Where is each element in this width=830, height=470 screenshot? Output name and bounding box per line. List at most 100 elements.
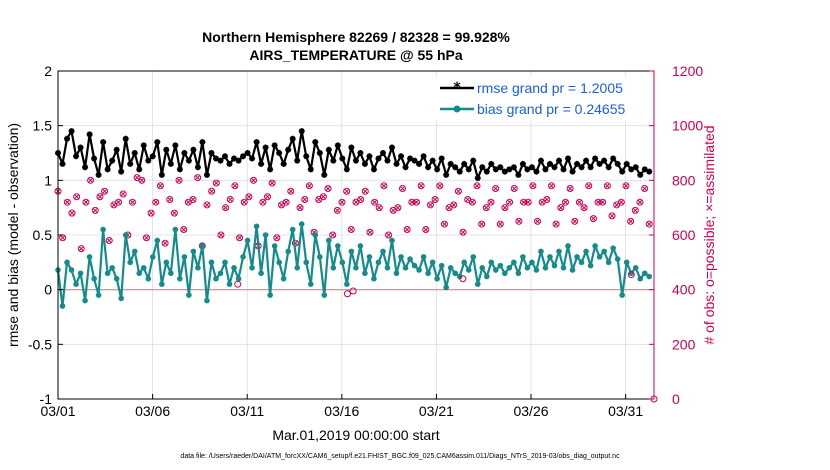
rmse-point — [316, 150, 323, 156]
obs-assimilated-marker — [423, 226, 429, 233]
obs-possible-marker — [268, 179, 276, 187]
obs-possible-marker — [138, 176, 146, 184]
rmse-point — [425, 164, 432, 171]
y-tick-label: -1 — [40, 391, 53, 407]
obs-assimilated-marker — [558, 205, 564, 211]
rmse-point — [181, 150, 188, 156]
rmse-point — [100, 139, 107, 146]
axis-ticks: 03/01 03/06 03/11 03/16 03/21 03/26 03/31 -1 -0.… — [28, 63, 703, 419]
rmse-point — [154, 139, 161, 146]
obs-possible-marker — [287, 187, 295, 195]
bias-point — [262, 232, 269, 238]
rmse-point — [628, 166, 635, 173]
rmse-point — [145, 157, 152, 164]
bias-point — [348, 248, 355, 255]
bias-point — [520, 254, 526, 260]
rmse-point — [592, 155, 599, 162]
rmse-point — [465, 166, 472, 173]
rmse-point — [307, 166, 314, 173]
obs-possible-marker — [566, 185, 574, 193]
bias-point — [398, 254, 404, 260]
bias-point — [429, 259, 436, 266]
bias-point — [226, 281, 233, 288]
obs-assimilated-marker — [437, 183, 443, 189]
bias-point — [465, 267, 472, 273]
rmse-point — [420, 153, 427, 160]
obs-possible-marker — [394, 204, 402, 212]
obs-possible-marker — [385, 231, 393, 239]
obs-assimilated-marker — [395, 205, 401, 211]
bias-point — [186, 292, 192, 298]
obs-possible-marker — [189, 195, 197, 203]
rmse-point — [474, 175, 481, 182]
bias-point — [592, 243, 598, 249]
obs-assimilated-marker — [381, 183, 387, 189]
bias-point — [483, 273, 490, 280]
obs-assimilated-marker — [88, 177, 94, 183]
obs-possible-marker — [487, 198, 495, 206]
bias-point — [547, 254, 553, 260]
rmse-point — [244, 150, 251, 156]
obs-possible-marker — [128, 198, 136, 206]
rmse-point — [298, 128, 305, 135]
obs-assimilated-marker — [451, 202, 457, 208]
obs-assimilated-marker — [325, 185, 331, 192]
rmse-point — [596, 160, 603, 167]
bias-point — [321, 292, 328, 298]
bias-point — [470, 254, 477, 260]
obs-assimilated-marker — [143, 235, 150, 241]
obs-assimilated-marker — [432, 196, 438, 203]
rmse-point — [167, 160, 174, 167]
bias-point — [68, 267, 75, 273]
obs-assimilated-marker — [344, 188, 350, 194]
rmse-point — [271, 142, 278, 149]
obs-possible-marker — [478, 220, 486, 228]
bias-point — [353, 265, 359, 271]
obs-possible-marker — [440, 220, 448, 228]
obs-assimilated-marker — [493, 185, 499, 192]
x-axis-label: Mar.01,2019 00:00:00 start — [272, 427, 439, 443]
rmse-point — [127, 160, 134, 167]
bias-point — [289, 226, 296, 233]
obs-possible-marker — [561, 198, 569, 206]
obs-possible-marker — [101, 187, 109, 195]
rmse-point — [312, 139, 319, 146]
obs-assimilated-marker — [120, 191, 126, 197]
obs-assimilated-marker — [348, 226, 354, 233]
bias-point — [195, 265, 201, 271]
bias-point — [267, 292, 273, 298]
obs-assimilated-marker — [223, 205, 229, 211]
rmse-point — [91, 155, 98, 162]
rmse-point — [158, 171, 165, 178]
obs-possible-marker — [422, 226, 430, 234]
obs-possible-marker — [599, 198, 607, 206]
rmse-point — [537, 157, 544, 164]
obs-assimilated-marker — [502, 205, 508, 211]
obs-assimilated-marker — [102, 188, 108, 194]
obs-possible-marker — [142, 234, 150, 242]
rmse-point — [429, 157, 436, 164]
obs-possible-marker — [343, 187, 351, 195]
obs-possible-marker — [156, 182, 164, 190]
y2-tick-label: 1200 — [672, 63, 703, 79]
bias-point — [393, 270, 400, 277]
bias-point — [380, 248, 386, 255]
obs-assimilated-marker — [497, 221, 503, 227]
rmse-point — [501, 168, 508, 175]
rmse-point — [231, 155, 238, 162]
obs-assimilated-marker — [209, 188, 215, 194]
obs-assimilated-marker — [413, 199, 420, 205]
obs-possible-marker — [645, 220, 653, 228]
rmse-point — [637, 171, 644, 178]
bias-point — [303, 259, 310, 266]
rmse-point — [416, 160, 423, 167]
obs-possible-marker — [73, 193, 81, 201]
obs-possible-marker — [617, 198, 625, 206]
y2-axis-label: # of obs: o=possible; ×=assimilated — [701, 125, 717, 344]
obs-assimilated-marker — [576, 199, 582, 205]
bias-point — [438, 262, 445, 269]
rmse-point — [104, 166, 111, 173]
obs-extra-marker — [459, 275, 467, 283]
obs-assimilated-marker — [92, 207, 98, 213]
obs-assimilated-marker — [511, 185, 517, 192]
